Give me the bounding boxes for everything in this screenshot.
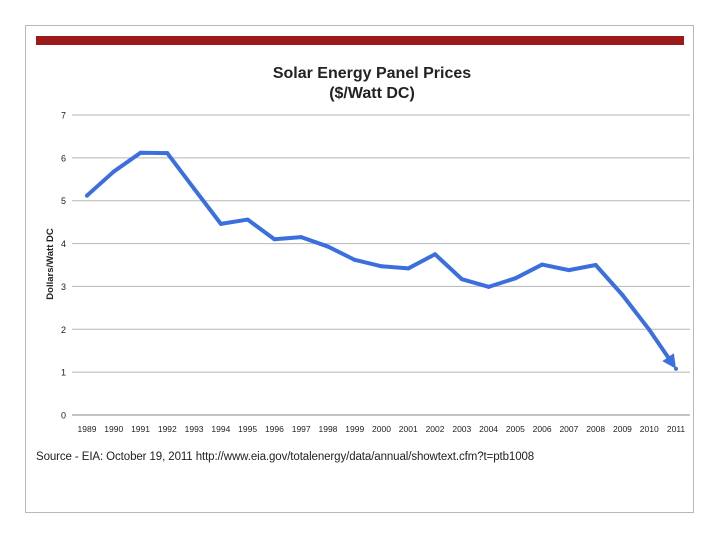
data-point-2008 [593,263,598,267]
arrowhead [662,353,676,369]
data-point-2009 [620,293,625,297]
x-tick-label: 1995 [238,424,257,434]
data-point-2006 [540,262,545,267]
chart-title: Solar Energy Panel Prices [273,65,471,82]
data-point-2010 [647,327,652,332]
x-tick-label: 1992 [158,424,177,434]
data-point-1995 [245,217,250,222]
y-tick-labels: 0 1 2 3 4 5 6 7 [61,111,66,421]
y-tick-label: 0 [61,411,66,421]
x-tick-label: 1999 [345,424,364,434]
y-tick-label: 1 [61,368,66,378]
x-tick-label: 2001 [399,424,418,434]
data-point-2000 [379,264,384,269]
x-tick-label: 1993 [185,424,204,434]
x-tick-label: 1998 [318,424,337,434]
data-point-1993 [192,186,197,191]
data-point-1992 [165,151,170,156]
chart-subtitle: ($/Watt DC) [329,85,415,102]
y-tick-label: 6 [61,153,66,163]
x-tick-label: 2003 [452,424,471,434]
x-tick-label: 1989 [78,424,97,434]
x-tick-label: 2007 [559,424,578,434]
gridlines [72,114,690,416]
data-point-1996 [272,237,277,242]
data-point-2003 [459,277,464,282]
x-tick-label: 1990 [104,424,123,434]
y-tick-label: 2 [61,325,66,335]
accent-bar [36,36,684,45]
data-point-1998 [325,244,330,249]
x-tick-label: 2006 [533,424,552,434]
x-tick-label: 2009 [613,424,632,434]
y-tick-label: 5 [61,196,66,206]
data-point-1994 [218,221,223,226]
data-point-2005 [513,276,518,281]
x-tick-label: 2000 [372,424,391,434]
x-tick-label: 2008 [586,424,605,434]
data-point-1991 [138,150,143,155]
source-citation: Source - EIA: October 19, 2011 http://ww… [36,451,535,463]
y-axis-label: Dollars/Watt DC [45,228,56,300]
y-tick-label: 7 [61,111,66,121]
x-tick-label: 2002 [426,424,445,434]
x-tick-labels: 1989 1990 1991 1992 1993 1994 1995 1996 1997 1998… [78,424,686,434]
x-tick-label: 2004 [479,424,498,434]
x-tick-label: 2005 [506,424,525,434]
data-point-2001 [406,266,411,271]
data-point-1990 [111,169,116,174]
data-point-2011 [674,366,678,371]
x-tick-label: 1991 [131,424,150,434]
x-tick-label: 1997 [292,424,311,434]
data-point-1997 [299,235,304,240]
series-price [85,150,678,371]
data-point-1999 [352,257,357,262]
x-tick-label: 2011 [667,424,686,434]
x-tick-label: 1994 [211,424,230,434]
data-point-2004 [486,284,491,289]
y-tick-label: 4 [61,239,66,249]
data-point-2002 [433,252,438,257]
x-tick-label: 2010 [640,424,659,434]
data-point-1989 [85,193,89,198]
data-point-2007 [566,268,571,273]
y-tick-label: 3 [61,282,66,292]
x-tick-label: 1996 [265,424,284,434]
